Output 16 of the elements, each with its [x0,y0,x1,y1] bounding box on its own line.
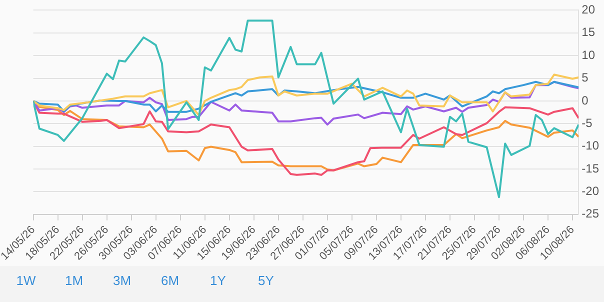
y-tick-label: 10 [582,48,596,62]
y-tick-label: -10 [582,138,600,153]
y-tick-label: -15 [582,161,600,176]
y-tick-label: 5 [582,70,589,85]
y-tick-label: 0 [582,93,589,108]
y-tick-label: -5 [582,116,593,130]
text: 1Y [209,272,227,290]
y-tick-label: -25 [582,206,600,221]
text: 6M [160,272,180,290]
text: 5Y [257,272,275,290]
y-tick-label: 15 [582,25,596,40]
text: 1M [64,272,84,290]
text: 3M [112,272,132,290]
text: 1W [15,272,37,290]
y-tick-label: -20 [582,184,600,198]
y-tick-label: 20 [582,2,596,17]
